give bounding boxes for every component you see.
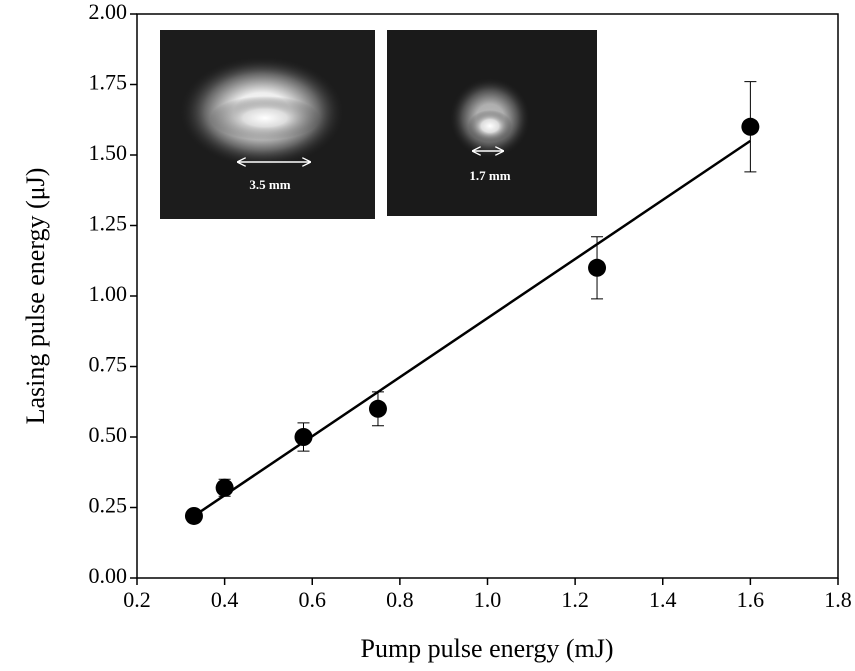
x-tick-label: 1.8 [824, 587, 852, 612]
x-tick-label: 1.6 [737, 587, 765, 612]
inset-image-1: 3.5 mm [160, 30, 375, 219]
data-point [294, 428, 313, 446]
x-tick-label: 1.4 [649, 587, 677, 612]
inset-image-2: 1.7 mm [387, 30, 597, 216]
y-tick-label: 0.50 [89, 422, 128, 447]
x-tick-label: 0.4 [211, 587, 239, 612]
y-tick-label: 2.00 [89, 0, 128, 24]
y-tick-label: 0.25 [89, 493, 128, 518]
y-tick-label: 0.00 [89, 563, 128, 588]
y-tick-label: 1.75 [89, 70, 128, 95]
data-point [184, 506, 203, 525]
y-tick-label: 1.50 [89, 140, 128, 165]
data-point [215, 478, 234, 497]
inset-label: 1.7 mm [469, 168, 510, 183]
x-tick-label: 0.8 [386, 587, 414, 612]
y-tick-label: 1.00 [89, 281, 128, 306]
y-tick-label: 0.75 [89, 352, 128, 377]
inset-label: 3.5 mm [249, 177, 290, 192]
y-axis-title: Lasing pulse energy (μJ) [21, 168, 50, 425]
x-tick-label: 1.2 [561, 587, 589, 612]
y-tick-label: 1.25 [89, 211, 128, 236]
x-tick-label: 1.0 [474, 587, 502, 612]
data-point [588, 258, 607, 277]
fit-line [193, 139, 752, 517]
data-point [741, 117, 760, 136]
x-axis-title: Pump pulse energy (mJ) [361, 634, 614, 663]
x-tick-label: 0.2 [123, 587, 151, 612]
x-tick-label: 0.6 [299, 587, 327, 612]
data-point [368, 399, 387, 418]
